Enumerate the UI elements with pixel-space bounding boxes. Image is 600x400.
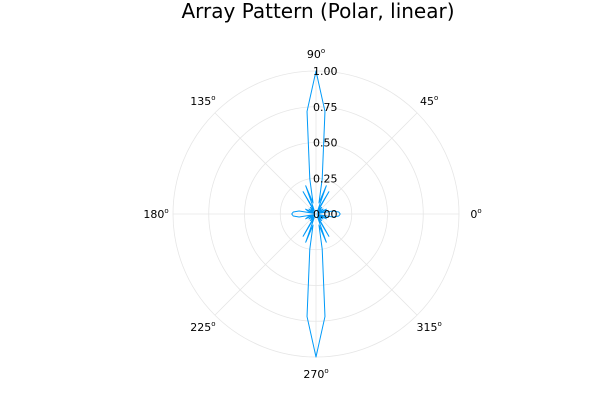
grid-spoke xyxy=(214,213,317,316)
angle-tick-labels: 0o 45o 90o 135o 180o 225o 270o 315o xyxy=(143,47,481,381)
angle-tick-label: 135o xyxy=(190,94,215,108)
angle-tick-label: 315o xyxy=(416,320,441,334)
angle-tick-label: 45o xyxy=(420,94,438,108)
angle-tick-label: 0o xyxy=(470,207,481,221)
radial-tick-label: 0.75 xyxy=(313,101,338,114)
angle-tick-label: 225o xyxy=(190,320,215,334)
radial-tick-label: 0.00 xyxy=(313,208,338,221)
series-line xyxy=(291,70,341,358)
angle-tick-label: 180o xyxy=(143,207,168,221)
grid-spoke xyxy=(214,112,317,215)
radial-tick-label: 1.00 xyxy=(313,65,338,78)
radial-tick-label: 0.50 xyxy=(313,137,338,150)
chart-title: Array Pattern (Polar, linear) xyxy=(181,0,454,23)
radial-tick-labels: 0.00 0.25 0.50 0.75 1.00 xyxy=(313,65,338,221)
radial-tick-label: 0.25 xyxy=(313,172,338,185)
angle-tick-label: 270o xyxy=(303,367,328,381)
grid-spoke xyxy=(315,213,418,316)
data-layer xyxy=(291,70,341,358)
grid-spoke xyxy=(315,112,418,215)
angle-tick-label: 90o xyxy=(307,47,325,61)
